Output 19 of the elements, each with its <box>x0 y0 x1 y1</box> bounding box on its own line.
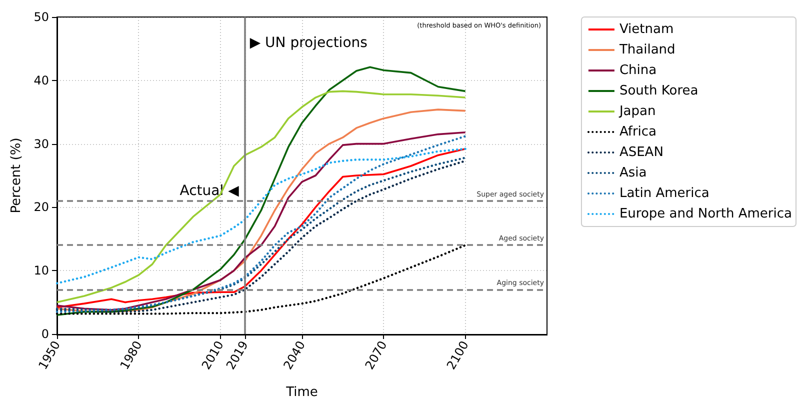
y-tick-label: 40 <box>34 73 49 88</box>
legend-label: Thailand <box>618 42 676 58</box>
y-tick-label: 0 <box>41 327 49 341</box>
y-tick-label: 10 <box>34 264 49 278</box>
legend-label: Latin America <box>619 186 710 201</box>
y-tick-label: 30 <box>34 136 49 151</box>
legend-label: Europe and North America <box>619 206 792 222</box>
y-tick-label: 20 <box>34 200 49 214</box>
legend-label: Japan <box>618 104 656 119</box>
annotation: ▶ UN projections <box>250 35 368 51</box>
y-tick-label: 50 <box>34 10 49 24</box>
legend-label: South Korea <box>619 84 698 98</box>
x-axis-title: Time <box>285 385 318 400</box>
legend-label: ASEAN <box>619 145 664 160</box>
legend-label: Vietnam <box>619 22 674 37</box>
legend-label: Asia <box>619 166 647 180</box>
legend-label: Africa <box>619 124 657 140</box>
legend-label: China <box>619 63 657 78</box>
y-axis-title: Percent (%) <box>8 138 24 214</box>
